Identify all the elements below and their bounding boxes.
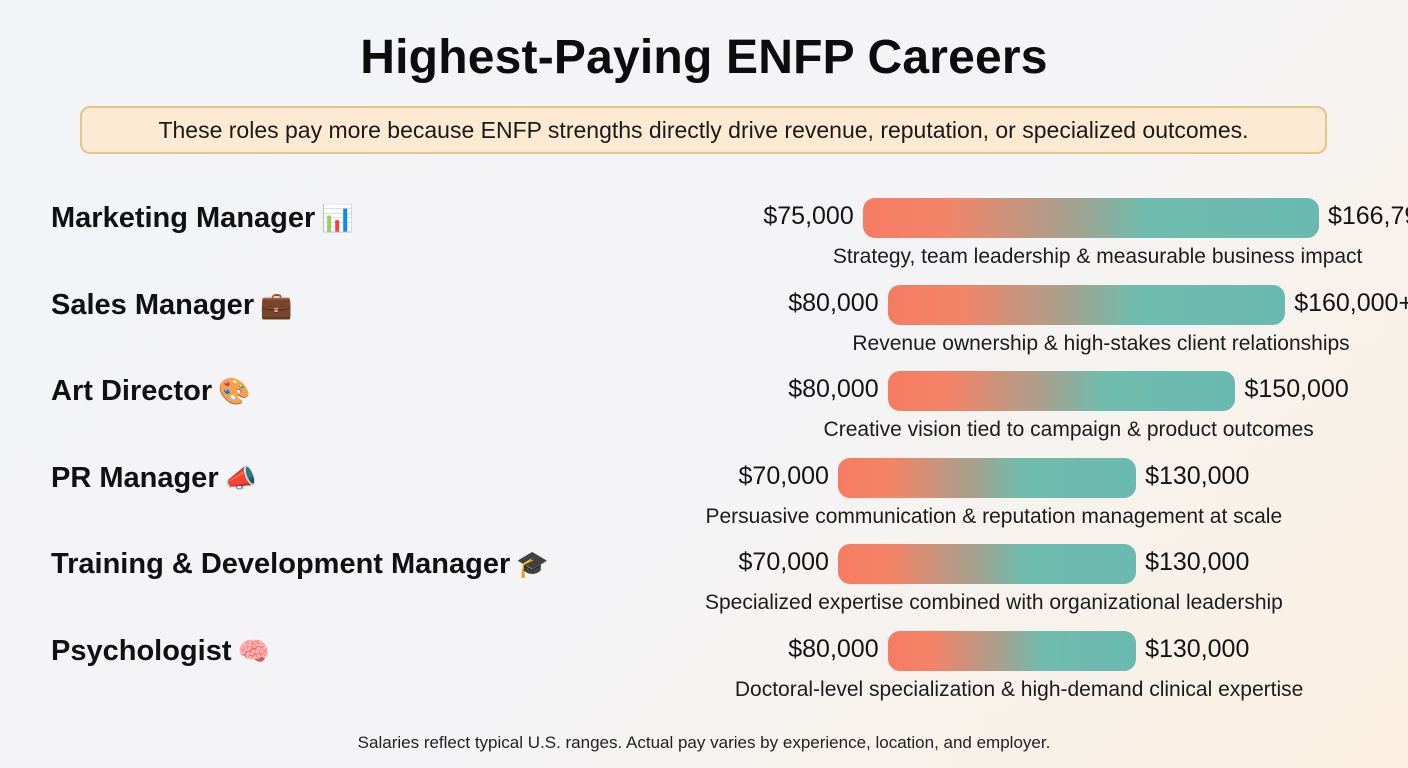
role-description: Creative vision tied to campaign & produ… (823, 418, 1314, 442)
salary-range-bar (887, 371, 1236, 412)
min-salary-label: $75,000 (763, 202, 854, 230)
salary-range-bar (887, 631, 1137, 671)
role-name: Sales Manager (51, 288, 255, 321)
role-name: Training & Development Manager (51, 548, 511, 581)
brain-icon: 🧠 (237, 637, 270, 667)
subtitle-banner: These roles pay more because ENFP streng… (80, 106, 1327, 154)
role-description: Persuasive communication & reputation ma… (705, 504, 1283, 528)
role-description: Specialized expertise combined with orga… (705, 591, 1283, 615)
role-label: PR Manager 📣 (51, 462, 257, 495)
subtitle-text: These roles pay more because ENFP streng… (158, 116, 1249, 143)
role-name: PR Manager (51, 461, 219, 494)
chart-row: Art Director 🎨 $80,000 $150,000 Creative vis… (0, 371, 1408, 457)
salary-range-bar (862, 198, 1319, 238)
footnote: Salaries reflect typical U.S. ranges. Ac… (357, 733, 1051, 752)
max-salary-label: $130,000 (1145, 461, 1250, 490)
min-salary-label: $70,000 (738, 548, 829, 577)
chart-row: PR Manager 📣 $70,000 $130,000 Persuasive com… (0, 457, 1408, 544)
salary-range-bar (837, 457, 1137, 498)
graduation-cap-icon: 🎓 (516, 550, 549, 581)
chart-row: Marketing Manager📊 $75,000 $166,790 Strateg… (0, 198, 1408, 284)
role-label: Psychologist 🧠 (51, 635, 270, 668)
role-description: Strategy, team leadership & measurable b… (832, 245, 1363, 268)
role-description: Doctoral-level specialization & high-dem… (734, 678, 1304, 701)
role-label: Training & Development Manager 🎓 (51, 548, 549, 581)
max-salary-label: $150,000 (1244, 375, 1349, 404)
chart-title: Highest-Paying ENFP Careers (360, 31, 1048, 84)
chart-row: Training & Development Manager 🎓 $70,000 $1… (0, 544, 1408, 630)
salary-range-bar (837, 544, 1137, 585)
max-salary-label: $160,000+ (1294, 288, 1408, 317)
role-description: Revenue ownership & high-stakes client r… (852, 331, 1350, 355)
role-label: Art Director 🎨 (51, 375, 251, 408)
megaphone-icon: 📣 (224, 463, 257, 494)
role-name: Marketing Manager (51, 202, 316, 234)
role-name: Art Director (51, 375, 213, 408)
role-label: Sales Manager 💼 (51, 289, 292, 322)
min-salary-label: $80,000 (788, 288, 879, 317)
palette-icon: 🎨 (218, 377, 251, 408)
min-salary-label: $80,000 (788, 375, 879, 404)
max-salary-label: $130,000 (1145, 635, 1250, 663)
role-label: Marketing Manager 📊 (51, 202, 354, 235)
min-salary-label: $70,000 (738, 461, 829, 490)
role-name: Psychologist (51, 635, 232, 667)
chart-row: Sales Manager 💼 $80,000 $160,000+ Revenue ow… (0, 284, 1408, 371)
min-salary-label: $80,000 (788, 635, 879, 663)
chart-row: Psychologist 🧠 $80,000 $130,000 Doctoral-lev… (0, 631, 1408, 717)
max-salary-label: $130,000 (1145, 548, 1250, 577)
salary-range-bar (887, 284, 1286, 325)
bar-chart-icon: 📊 (321, 204, 354, 234)
max-salary-label: $166,790 (1327, 202, 1408, 230)
briefcase-icon: 💼 (260, 290, 293, 321)
